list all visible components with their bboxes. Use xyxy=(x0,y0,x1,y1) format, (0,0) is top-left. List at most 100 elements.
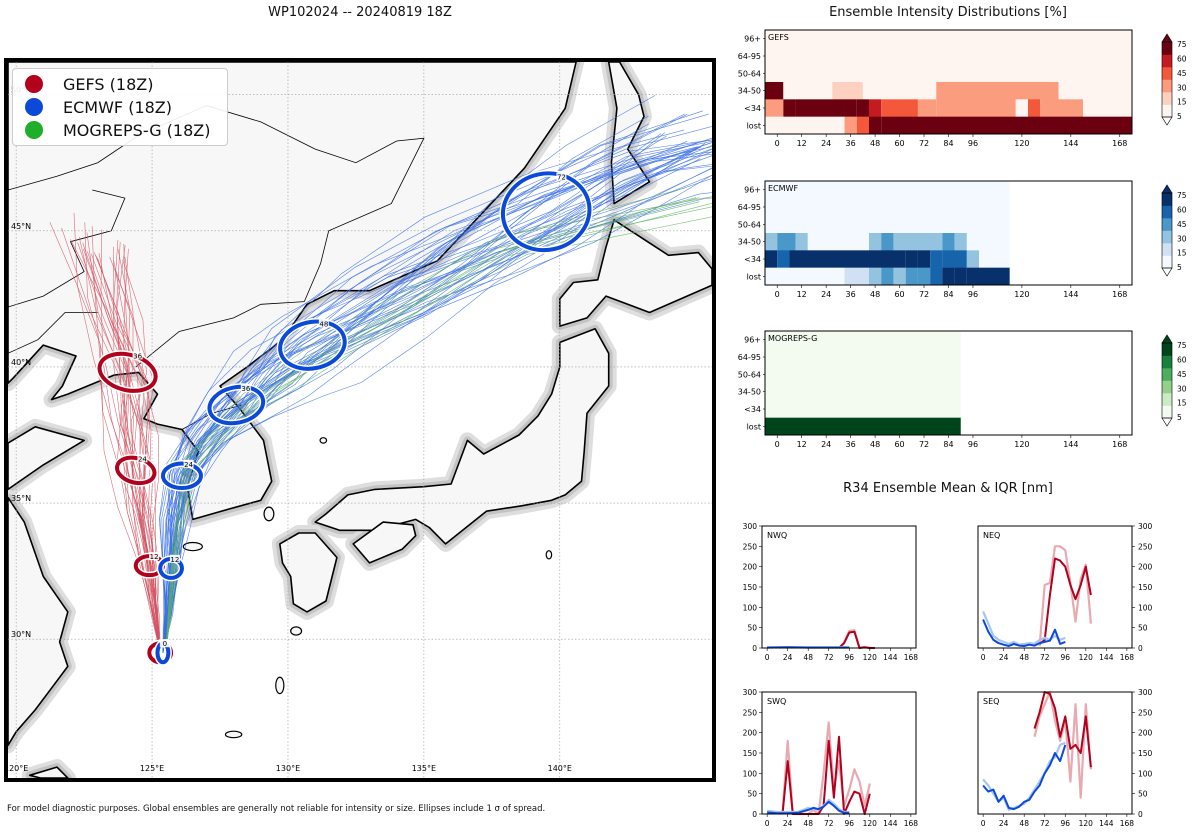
ecmwf-hour-label-bg xyxy=(240,384,251,393)
heatmap-row-label: 96+ xyxy=(744,186,761,195)
heatmap-cell xyxy=(765,383,961,401)
colorbar-max-arrow xyxy=(1161,334,1173,344)
heatmap-cell xyxy=(868,250,906,268)
heatmap-cell xyxy=(765,47,1132,65)
mogreps-member-track xyxy=(165,203,712,653)
heatmap-x-tick-label: 12 xyxy=(797,440,807,449)
ecmwf-ellipse-24h xyxy=(160,461,203,491)
r34-x-tick-label: 96 xyxy=(1060,653,1070,662)
heatmap-ecmwf: 96+ 64-95 50-64 34-50 <34 lost ECMWF 0 12 24 36 48 6… xyxy=(738,180,1187,299)
lon-label: 140°E xyxy=(548,764,572,773)
heatmap-x-tick-label: 60 xyxy=(894,139,904,148)
heatmap-x-tick-label: 60 xyxy=(894,440,904,449)
heatmap-cell xyxy=(807,233,869,251)
legend-item-ecmwf: ECMWF (18Z) xyxy=(25,96,172,118)
heatmap-cell xyxy=(1083,99,1132,117)
colorbar-tick-label: 30 xyxy=(1177,234,1187,243)
heatmap-cell xyxy=(942,267,955,286)
gefs-member-track xyxy=(100,229,161,653)
r34-series-gefs-iqr xyxy=(1033,690,1092,799)
r34-x-tick-label: 144 xyxy=(883,653,898,662)
heatmap-x-tick-label: 24 xyxy=(821,440,831,449)
colorbar-tick-label: 75 xyxy=(1177,191,1187,200)
ecmwf-hour-label: 48 xyxy=(319,320,328,328)
colorbar-tick-label: 45 xyxy=(1177,220,1187,229)
r34-y-tick-label: 250 xyxy=(743,708,758,717)
heatmap-x-tick-label: 144 xyxy=(1063,139,1078,148)
lat-label: 45°N xyxy=(11,222,31,231)
small-island-4 xyxy=(545,550,553,560)
shikoku-island xyxy=(352,521,417,564)
r34-x-tick-label: 120 xyxy=(863,819,878,828)
ecmwf-hour-label: 12 xyxy=(170,556,179,564)
colorbar-tick-label: 15 xyxy=(1177,399,1187,408)
r34-series-gefs-mean xyxy=(1038,557,1092,645)
r34-y-tick-label: 200 xyxy=(743,563,758,572)
mainland-asia-landmass xyxy=(8,62,577,521)
r34-y-tick-label: 0 xyxy=(752,644,757,653)
heatmap-cell xyxy=(966,250,980,268)
heatmap-row-label: 34-50 xyxy=(738,238,761,247)
heatmap-row-label: 50-64 xyxy=(738,69,761,78)
colorbar-tick-label: 30 xyxy=(1177,83,1187,92)
colorbar-swatch xyxy=(1162,218,1172,231)
heatmap-x-tick-label: 144 xyxy=(1063,440,1078,449)
heatmap-row-label: 96+ xyxy=(744,336,761,345)
track-map-canvas: 120°E125°E130°E135°E140°E50°N45°N40°N35°… xyxy=(8,62,712,778)
ecmwf-ellipse-48h xyxy=(278,319,347,371)
heatmap-row-label: 50-64 xyxy=(738,220,761,229)
gefs-hour-label-bg xyxy=(149,552,160,561)
heatmap-row-label: 64-95 xyxy=(738,203,761,212)
r34-x-tick-label: 144 xyxy=(883,819,898,828)
colorbar-swatch xyxy=(1162,243,1172,256)
legend-marker-gefs xyxy=(25,75,43,93)
lon-label: 120°E xyxy=(8,764,28,773)
r34-panel-swq: SWQ 0 24 48 72 96 120 144 168 0 50 100 150 200 250 300 xyxy=(743,688,919,828)
heatmap-cell xyxy=(832,82,863,100)
colorbar-swatch xyxy=(1162,205,1172,219)
lon-label: 125°E xyxy=(140,764,164,773)
heatmap-mogreps-g: 96+ 64-95 50-64 34-50 <34 lost MOGREPS-G 0 12 24 3… xyxy=(738,330,1187,449)
r34-x-tick-label: 96 xyxy=(1060,819,1070,828)
heatmap-cell xyxy=(795,99,845,117)
mogreps-member-track xyxy=(165,206,712,653)
colorbar-swatch xyxy=(1162,230,1172,244)
colorbar-tick-label: 15 xyxy=(1177,249,1187,258)
gefs-member-track xyxy=(115,269,161,653)
heatmap-x-tick-label: 72 xyxy=(919,290,929,299)
mogreps-member-track xyxy=(165,196,712,653)
heatmap-model-label: MOGREPS-G xyxy=(768,334,817,343)
colorbar-tick-label: 45 xyxy=(1177,69,1187,78)
heatmap-row-label: <34 xyxy=(744,405,761,414)
r34-y-tick-label: 250 xyxy=(743,542,758,551)
r34-x-tick-label: 72 xyxy=(824,653,834,662)
heatmap-x-tick-label: 84 xyxy=(943,290,953,299)
heatmap-cell xyxy=(777,233,796,251)
heatmap-row-label: 64-95 xyxy=(738,52,761,61)
heatmap-cell xyxy=(917,267,931,286)
heatmap-x-tick-label: 168 xyxy=(1112,290,1127,299)
heatmap-cell xyxy=(765,99,784,117)
heatmap-x-tick-label: 36 xyxy=(846,139,856,148)
colorbar-swatch xyxy=(1162,104,1172,118)
heatmap-row-label: <34 xyxy=(744,104,761,113)
heatmap-cell xyxy=(1015,99,1029,117)
gefs-hour-label-bg xyxy=(137,454,148,463)
mogreps-member-track xyxy=(165,187,685,653)
colorbar-min-arrow xyxy=(1161,116,1173,126)
lat-label: 35°N xyxy=(11,494,31,503)
r34-x-tick-label: 168 xyxy=(904,819,919,828)
r34-panel-nwq: NWQ 0 24 48 72 96 120 144 168 0 50 100 150 200 250 300 xyxy=(743,522,919,662)
r34-x-tick-label: 48 xyxy=(1019,819,1029,828)
r34-x-tick-label: 24 xyxy=(999,653,1009,662)
intensity-and-r34-panels: 96+ 64-95 50-64 34-50 <34 lost GEFS 0 12 24 36 48 60… xyxy=(738,29,1187,828)
colorbar-tick-label: 45 xyxy=(1177,370,1187,379)
lat-label: 40°N xyxy=(11,358,31,367)
heatmap-cell xyxy=(765,233,778,251)
r34-x-tick-label: 168 xyxy=(904,653,919,662)
heatmap-cell xyxy=(930,250,943,268)
heatmap-cell xyxy=(881,99,918,117)
heatmap-cell xyxy=(966,267,1010,286)
colorbar-swatch xyxy=(1162,405,1172,419)
gefs-member-track xyxy=(49,222,161,653)
